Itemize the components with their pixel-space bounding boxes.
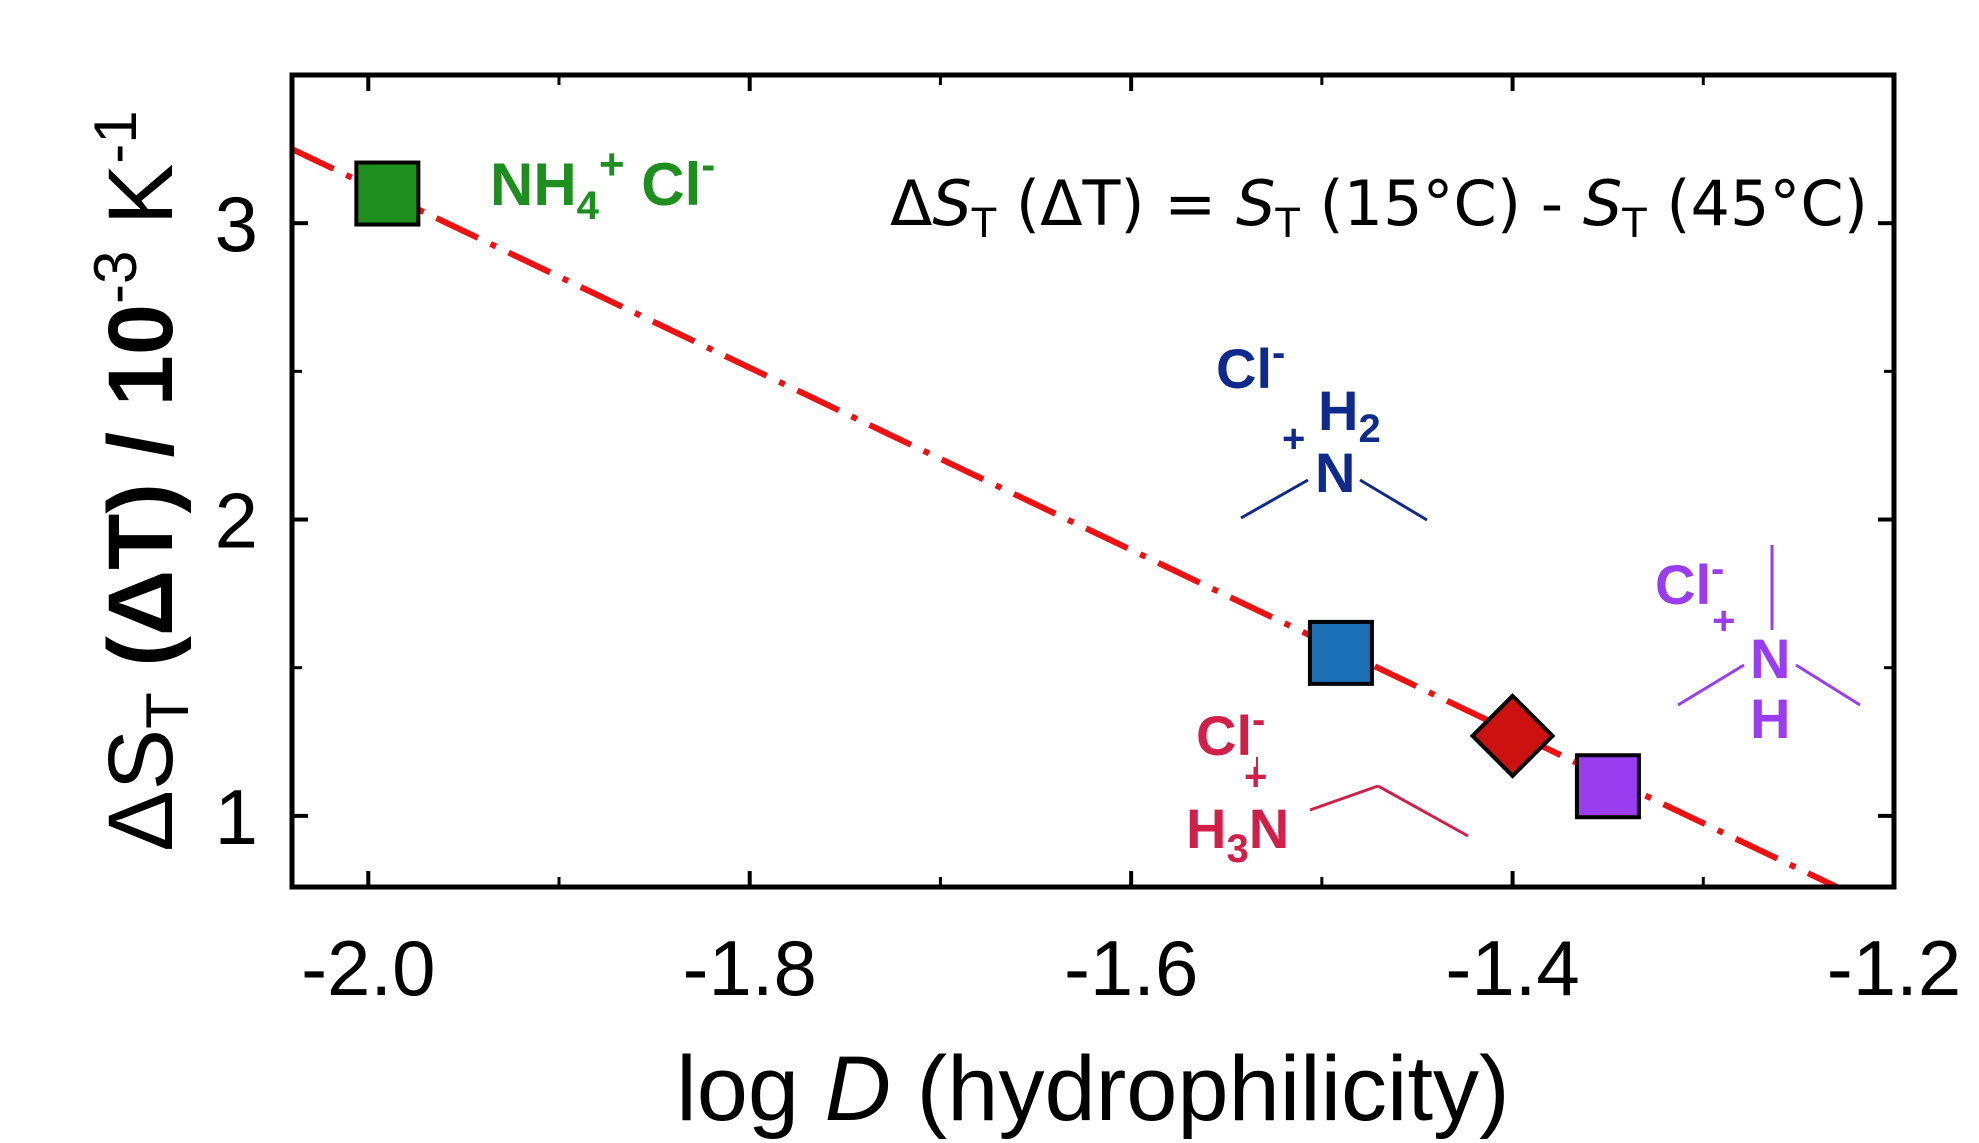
- svg-text:N: N: [1315, 441, 1355, 504]
- label-ammonium-chloride: NH4+ Cl-: [490, 140, 715, 228]
- x-tick-label: -1.8: [683, 924, 817, 1012]
- x-tick-label: -1.6: [1064, 924, 1198, 1012]
- svg-text:H: H: [1750, 687, 1790, 750]
- svg-text:Cl-: Cl-: [1196, 698, 1265, 767]
- y-tick-label: 3: [215, 180, 258, 268]
- plot-frame: [289, 72, 1897, 890]
- svg-text:+: +: [1244, 755, 1267, 799]
- data-point-3: [1574, 753, 1641, 820]
- y-axis-title: ΔST (ΔT) / 10-3 K-1: [82, 110, 201, 851]
- y-tick-label: 1: [215, 773, 258, 861]
- label-ethylammonium: Cl- + H3N: [1186, 698, 1469, 871]
- tick-labels: -2.0 -1.8 -1.6 -1.4 -1.2 1 2 3: [215, 180, 1962, 1012]
- svg-text:N: N: [1750, 627, 1790, 690]
- label-trimethylammonium: Cl- + N H: [1655, 545, 1861, 750]
- x-tick-label: -1.2: [1827, 924, 1961, 1012]
- svg-text:+: +: [1282, 417, 1305, 461]
- y-tick-label: 2: [215, 477, 258, 565]
- data-point-2: [1469, 693, 1556, 779]
- data-point-0: [354, 160, 421, 227]
- svg-text:H2: H2: [1318, 379, 1381, 451]
- svg-text:+: +: [1712, 599, 1735, 643]
- annotation-formula: ΔST (ΔT) = ST (15°C) - ST (45°C): [890, 167, 1868, 247]
- data-markers: [354, 160, 1641, 820]
- x-tick-label: -2.0: [301, 924, 435, 1012]
- svg-text:H3N: H3N: [1186, 797, 1289, 871]
- fit-line: [292, 146, 1839, 887]
- svg-text:Cl-: Cl-: [1655, 547, 1724, 616]
- svg-text:Cl-: Cl-: [1216, 331, 1285, 400]
- label-dimethylammonium: Cl- H2 + N: [1216, 331, 1428, 522]
- x-axis-title: log D (hydrophilicity): [676, 1038, 1509, 1140]
- data-point-1: [1307, 619, 1374, 686]
- x-tick-label: -1.4: [1445, 924, 1579, 1012]
